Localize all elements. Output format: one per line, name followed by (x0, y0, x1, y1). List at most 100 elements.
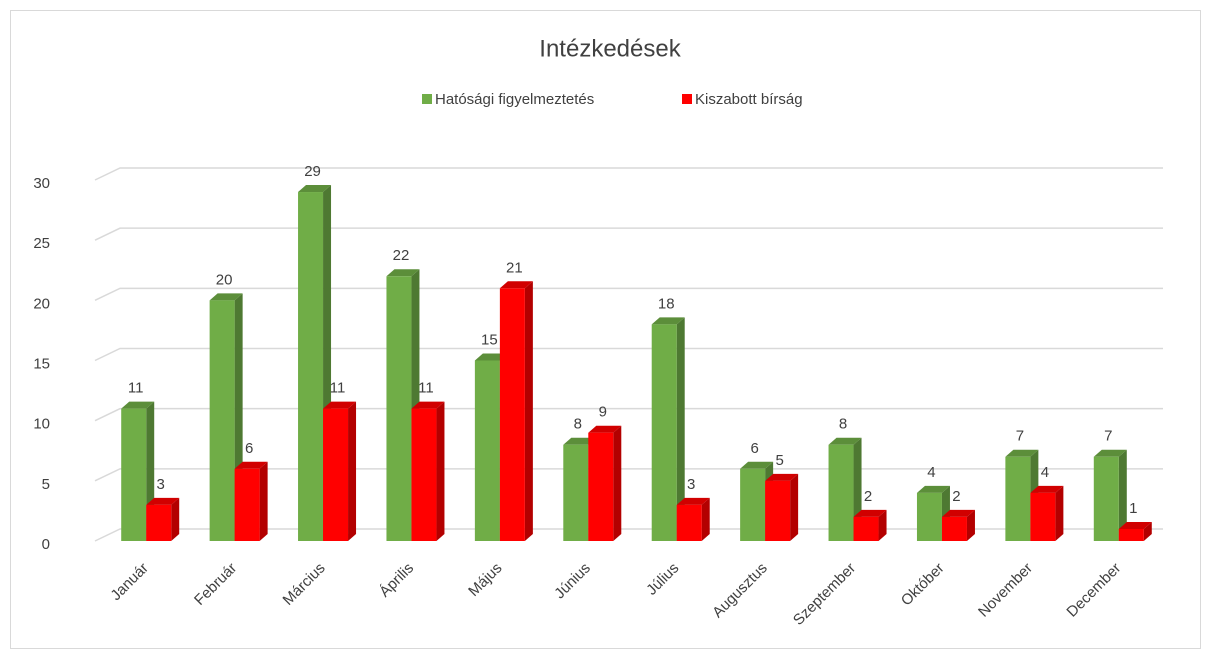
legend-label: Kiszabott bírság (695, 91, 803, 108)
bar (588, 432, 614, 541)
bar (765, 480, 791, 541)
bar (916, 492, 942, 541)
bar (234, 468, 260, 541)
value-label: 8 (839, 416, 847, 433)
grid-line (94, 407, 1163, 422)
bar-side (436, 401, 445, 541)
value-label: 8 (574, 416, 582, 433)
bar-side (1118, 449, 1127, 541)
value-label: 3 (687, 476, 695, 493)
bar (740, 468, 766, 541)
value-label: 15 (481, 331, 498, 348)
value-label: 22 (393, 247, 410, 264)
value-label: 11 (128, 380, 144, 397)
grid-line (94, 528, 1163, 542)
bar-top (386, 269, 420, 277)
bar-side (171, 497, 180, 541)
bar-side (676, 317, 685, 541)
bar-top (323, 401, 357, 409)
bar (386, 276, 412, 541)
bar (563, 444, 589, 541)
y-tick-label: 30 (33, 175, 50, 192)
value-label: 20 (216, 271, 233, 288)
bar (474, 360, 500, 541)
legend-swatch (682, 94, 692, 104)
bar (651, 324, 677, 541)
bar-top (676, 497, 710, 505)
bar (676, 504, 702, 541)
grid-line (94, 347, 1163, 362)
bar (121, 408, 147, 541)
value-label: 29 (304, 163, 321, 180)
bar (1118, 528, 1144, 541)
value-label: 1 (1129, 500, 1137, 517)
bar-top (588, 425, 622, 433)
y-tick-label: 0 (42, 536, 50, 553)
bar-side (524, 281, 533, 541)
value-label: 6 (750, 440, 758, 457)
bar-side (348, 401, 357, 541)
bar-top (499, 281, 533, 289)
bar-top (146, 497, 180, 505)
bar-top (474, 353, 508, 361)
value-label: 9 (599, 404, 607, 421)
value-label: 11 (418, 380, 434, 397)
bar (941, 516, 967, 541)
bar-top (828, 437, 862, 445)
bar-top (209, 293, 243, 301)
bar-top (1005, 449, 1039, 457)
bar (298, 192, 324, 542)
bar-top (563, 437, 597, 445)
value-label: 4 (927, 464, 935, 481)
bar (411, 408, 437, 541)
grid-line (94, 227, 1163, 241)
y-tick-label: 25 (33, 235, 50, 252)
value-label: 2 (864, 488, 872, 505)
y-tick-label: 5 (42, 476, 50, 493)
bar (209, 300, 235, 541)
chart-title: Intézkedések (539, 35, 681, 62)
value-label: 2 (952, 488, 960, 505)
bar-top (298, 185, 332, 193)
bar-top (121, 401, 155, 409)
bar (828, 444, 854, 541)
bar-top (765, 473, 799, 481)
y-tick-label: 20 (33, 295, 50, 312)
legend-swatch (422, 94, 432, 104)
bar (1093, 456, 1119, 541)
value-label: 7 (1104, 428, 1112, 445)
bar-side (790, 473, 799, 541)
bar-side (259, 461, 268, 541)
value-label: 6 (245, 440, 253, 457)
bar-top (651, 317, 685, 325)
bar-top (1093, 449, 1127, 457)
y-tick-label: 15 (33, 355, 50, 372)
bar-side (878, 509, 887, 541)
bar-top (1030, 485, 1064, 493)
value-label: 3 (157, 476, 165, 493)
bar-side (1055, 485, 1064, 541)
bar-top (234, 461, 268, 469)
bar-top (916, 485, 950, 493)
bar-side (966, 509, 975, 541)
bar (146, 504, 172, 541)
value-label: 18 (658, 295, 675, 312)
bar (1005, 456, 1031, 541)
bar (499, 288, 525, 541)
bar (853, 516, 879, 541)
bar-side (1143, 521, 1152, 541)
y-tick-label: 10 (33, 416, 50, 433)
bar-side (613, 425, 622, 541)
bar-top (740, 461, 774, 469)
value-label: 5 (775, 452, 783, 469)
bar-top (941, 509, 975, 517)
bar-top (1118, 521, 1152, 529)
bar-top (853, 509, 887, 517)
grid-line (94, 287, 1163, 302)
value-label: 21 (506, 259, 523, 276)
value-label: 11 (330, 380, 346, 397)
value-label: 7 (1016, 428, 1024, 445)
chart-frame (10, 10, 1201, 649)
bar-side (701, 497, 710, 541)
